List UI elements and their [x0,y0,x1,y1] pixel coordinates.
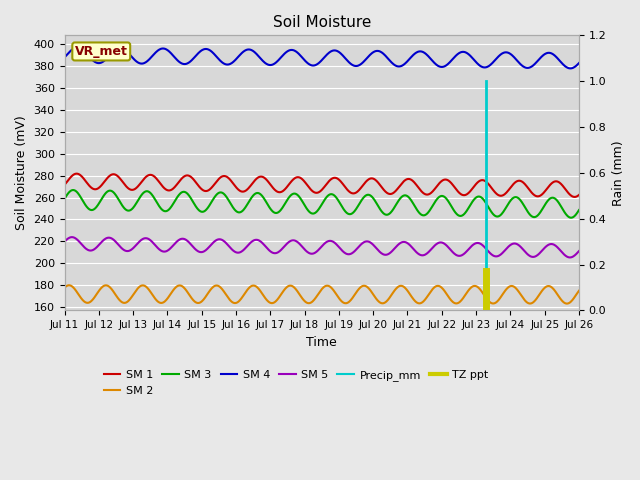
Title: Soil Moisture: Soil Moisture [273,15,371,30]
Y-axis label: Rain (mm): Rain (mm) [612,140,625,206]
Y-axis label: Soil Moisture (mV): Soil Moisture (mV) [15,116,28,230]
X-axis label: Time: Time [307,336,337,349]
Legend: SM 1, SM 2, SM 3, SM 4, SM 5, Precip_mm, TZ ppt: SM 1, SM 2, SM 3, SM 4, SM 5, Precip_mm,… [99,366,493,400]
Text: VR_met: VR_met [75,45,128,58]
